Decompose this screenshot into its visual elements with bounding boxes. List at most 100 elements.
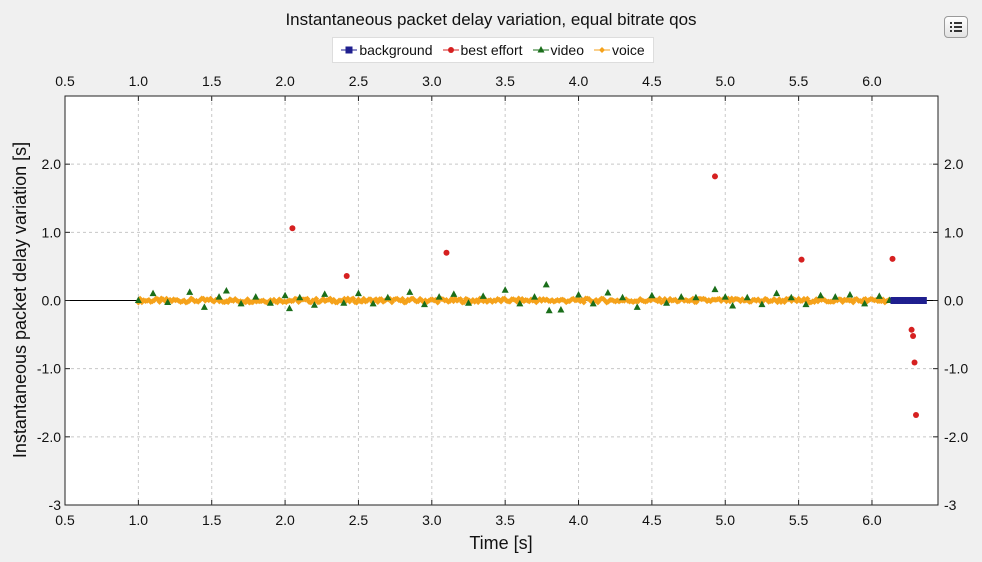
video-point (252, 293, 260, 300)
x-tick-label-top: 1.5 (202, 73, 222, 89)
list-icon (950, 22, 962, 32)
best-effort-point (711, 173, 718, 180)
video-point (369, 299, 377, 307)
y-axis-title: Instantaneous packet delay variation [s] (10, 142, 30, 458)
x-axis-title: Time [s] (469, 533, 532, 553)
x-tick-label: 1.5 (202, 512, 222, 528)
legend-marker (598, 47, 605, 53)
voice-point (506, 298, 513, 305)
video-point (285, 304, 293, 312)
best-effort-point (908, 326, 915, 333)
x-tick-label-top: 4.0 (569, 73, 589, 89)
x-tick-label: 3.5 (495, 512, 515, 528)
video-point (237, 299, 245, 307)
video-point (164, 298, 172, 306)
video-point (575, 291, 583, 298)
video-point (542, 280, 550, 288)
x-tick-label: 3.0 (422, 512, 442, 528)
y-tick-label-right: 0.0 (944, 293, 964, 309)
background-point (897, 297, 905, 304)
video-point (149, 289, 157, 297)
video-point (589, 299, 597, 307)
y-tick-label-right: -3 (944, 497, 957, 513)
video-point (692, 293, 700, 301)
video-point (557, 306, 565, 313)
y-tick-label-right: -1.0 (944, 361, 968, 377)
legend-item-video[interactable]: video (532, 42, 584, 58)
video-point (296, 293, 304, 301)
legend-label: voice (611, 42, 645, 58)
video-point (663, 299, 671, 306)
best-effort-point (443, 249, 450, 256)
video-point (281, 291, 289, 299)
best-effort-point (911, 359, 918, 366)
video-point (479, 292, 487, 299)
video-point (186, 288, 194, 295)
square-marker-icon (341, 46, 358, 54)
legend-label: video (550, 42, 584, 58)
video-point (831, 293, 839, 300)
x-tick-label-top: 2.5 (349, 73, 369, 89)
video-point (758, 300, 766, 308)
video-point (619, 293, 627, 301)
x-tick-label: 1.0 (129, 512, 149, 528)
x-tick-label-top: 5.0 (716, 73, 736, 89)
y-tick-label-right: 1.0 (944, 224, 964, 240)
video-point (435, 293, 443, 300)
x-tick-label: 2.5 (349, 512, 369, 528)
x-tick-label: 4.5 (642, 512, 662, 528)
x-tick-label-top: 3.5 (495, 73, 515, 89)
video-point (321, 290, 329, 297)
best-effort-point (910, 332, 917, 339)
video-point (802, 300, 810, 308)
best-effort-point (889, 255, 896, 262)
background-point (919, 297, 927, 304)
x-tick-label-top: 2.0 (275, 73, 295, 89)
video-point (604, 289, 612, 296)
video-point (633, 303, 641, 310)
y-tick-label: -2.0 (37, 429, 61, 445)
x-tick-label: 4.0 (569, 512, 589, 528)
x-tick-label: 5.0 (716, 512, 736, 528)
video-point (406, 288, 414, 295)
x-tick-label-top: 4.5 (642, 73, 662, 89)
x-tick-label-top: 0.5 (55, 73, 75, 89)
legend-item-voice[interactable]: voice (593, 42, 645, 58)
video-point (516, 299, 524, 307)
y-tick-label: 1.0 (42, 224, 62, 240)
circle-marker-icon (442, 47, 459, 53)
y-tick-label-right: 2.0 (944, 156, 964, 172)
video-point (222, 286, 230, 294)
x-tick-label: 5.5 (789, 512, 809, 528)
triangle-marker-icon (532, 46, 549, 53)
background-point (890, 297, 898, 304)
legend-item-best-effort[interactable]: best effort (442, 42, 523, 58)
video-point (861, 299, 869, 307)
series-background (890, 297, 927, 304)
x-tick-label-top: 5.5 (789, 73, 809, 89)
video-point (310, 301, 318, 308)
x-tick-label-top: 3.0 (422, 73, 442, 89)
best-effort-point (912, 412, 919, 419)
legend: background best effort video voice (332, 37, 654, 63)
video-point (743, 293, 751, 301)
series-layer (134, 173, 927, 419)
chart-menu-button[interactable] (944, 16, 968, 38)
video-point (721, 293, 729, 300)
x-tick-label: 6.0 (862, 512, 882, 528)
series-video (134, 280, 894, 314)
diamond-marker-icon (593, 47, 610, 53)
background-point (905, 297, 913, 304)
x-tick-label: 2.0 (275, 512, 295, 528)
background-point (912, 297, 920, 304)
axis-ticks: 0.5 0.5 1.0 1.0 1.5 1.5 2.0 2.0 2.5 2.5 3.0 3.0 3.5 3… (37, 73, 968, 528)
video-point (450, 290, 458, 297)
legend-marker (447, 47, 454, 53)
legend-item-background[interactable]: background (341, 42, 433, 58)
video-point (846, 291, 854, 298)
y-tick-label-right: -2.0 (944, 429, 968, 445)
video-point (420, 300, 428, 308)
legend-marker (537, 46, 545, 53)
video-point (464, 299, 472, 306)
video-point (340, 299, 348, 306)
